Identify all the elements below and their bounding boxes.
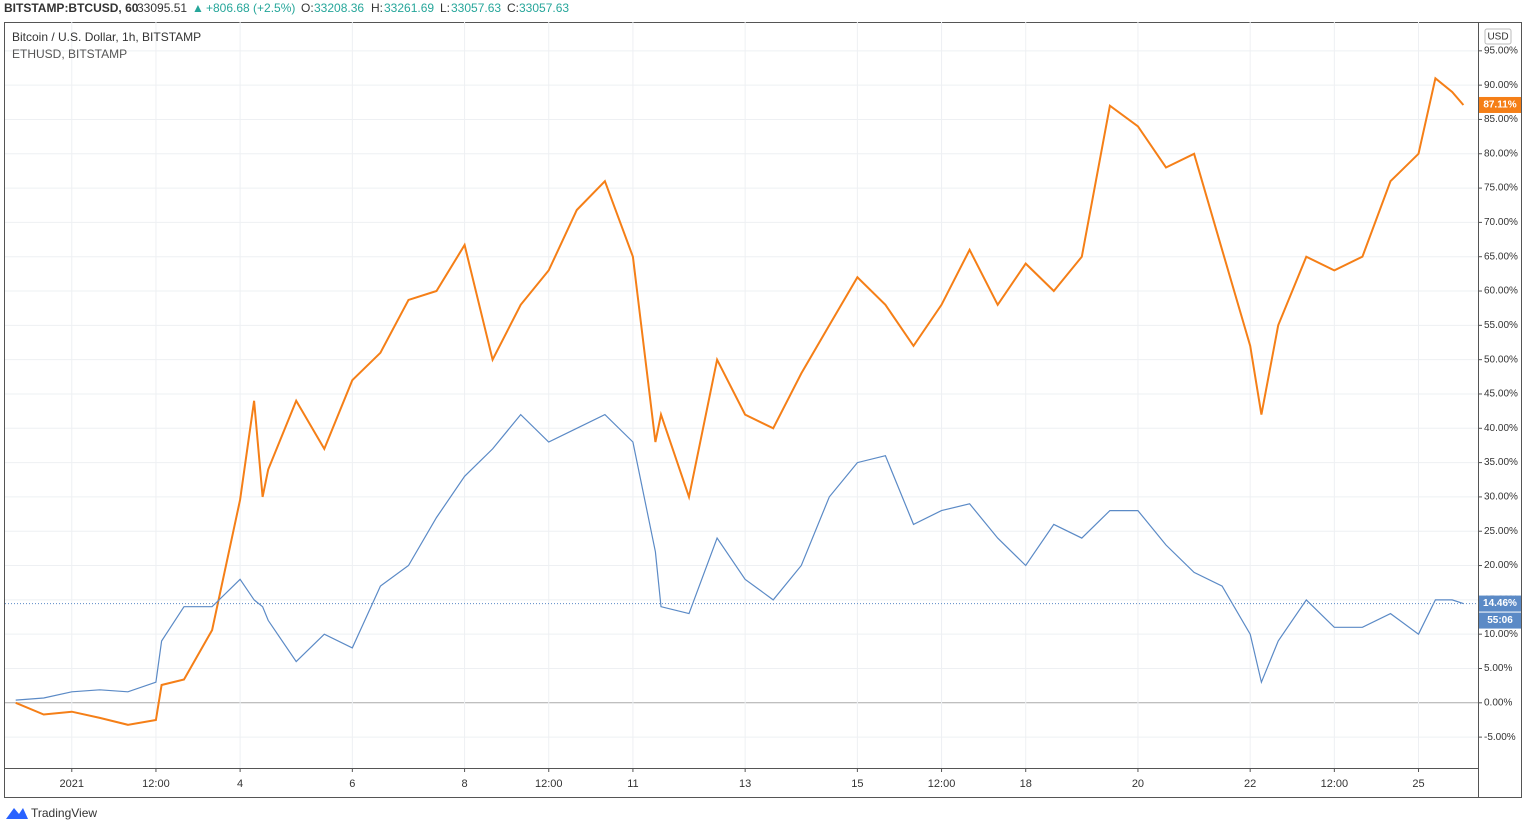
series-line bbox=[15, 413, 1464, 701]
y-tick-label: 75.00% bbox=[1484, 183, 1518, 194]
legend-entry: ETHUSD, BITSTAMP bbox=[12, 47, 127, 61]
currency: USD bbox=[1487, 32, 1508, 43]
last-value-tag bbox=[1479, 595, 1521, 612]
y-tick-label: 70.00% bbox=[1484, 217, 1518, 228]
y-tick-label: 35.00% bbox=[1484, 457, 1518, 468]
symbol: BITSTAMP:BTCUSD, 60 bbox=[4, 1, 139, 15]
logo-icon bbox=[6, 808, 28, 819]
open: 33208.36 bbox=[314, 1, 364, 15]
y-tick-label: 60.00% bbox=[1484, 286, 1518, 297]
legend-entry: Bitcoin / U.S. Dollar, 1h, BITSTAMP bbox=[12, 30, 201, 44]
y-tick-label: 80.00% bbox=[1484, 148, 1518, 159]
x-tick-label: 20 bbox=[1132, 778, 1144, 790]
close: 33057.63 bbox=[519, 1, 569, 15]
logo: TradingView bbox=[6, 806, 97, 820]
x-tick-label: 12:00 bbox=[535, 778, 563, 790]
x-tick-label: 18 bbox=[1020, 778, 1032, 790]
y-tick-label: 25.00% bbox=[1484, 526, 1518, 537]
countdown-tag bbox=[1479, 612, 1521, 629]
last-value-label: 87.11% bbox=[1483, 100, 1516, 111]
high: 33261.69 bbox=[384, 1, 434, 15]
x-tick-label: 2021 bbox=[60, 778, 84, 790]
frame bbox=[4, 22, 1522, 798]
grid bbox=[5, 22, 1478, 768]
countdown: 55:06 bbox=[1487, 615, 1513, 626]
change: +806.68 (+2.5%) bbox=[206, 1, 295, 15]
y-tick-label: 0.00% bbox=[1484, 697, 1512, 708]
x-tick-label: 12:00 bbox=[928, 778, 956, 790]
low: 33057.63 bbox=[451, 1, 501, 15]
arrow: ▲ bbox=[192, 1, 204, 15]
plot bbox=[5, 76, 1478, 726]
y-tick-label: 95.00% bbox=[1484, 45, 1518, 56]
price: 33095.51 bbox=[137, 1, 187, 15]
y-tick-label: 30.00% bbox=[1484, 492, 1518, 503]
l-label: L: bbox=[440, 1, 450, 15]
c-label: C: bbox=[507, 1, 519, 15]
y-tick-label: 40.00% bbox=[1484, 423, 1518, 434]
currency-box bbox=[1484, 28, 1512, 45]
y-tick-label: 65.00% bbox=[1484, 251, 1518, 262]
brand: TradingView bbox=[31, 806, 97, 820]
x-tick-label: 12:00 bbox=[1321, 778, 1349, 790]
y-tick-label: 20.00% bbox=[1484, 560, 1518, 571]
y-tick-label: 10.00% bbox=[1484, 629, 1518, 640]
y-tick-label: 85.00% bbox=[1484, 114, 1518, 125]
last-value-label: 14.46% bbox=[1483, 598, 1517, 609]
x-tick-label: 22 bbox=[1244, 778, 1256, 790]
x-tick-label: 13 bbox=[739, 778, 751, 790]
x-tick-label: 15 bbox=[851, 778, 863, 790]
x-tick-label: 25 bbox=[1412, 778, 1424, 790]
last-value-tag bbox=[1479, 96, 1521, 113]
x-tick-label: 4 bbox=[237, 778, 243, 790]
y-tick-label: 5.00% bbox=[1484, 663, 1512, 674]
y-tick-label: 45.00% bbox=[1484, 389, 1518, 400]
header: BITSTAMP:BTCUSD, 60 33095.51 ▲ +806.68 (… bbox=[4, 1, 569, 15]
h-label: H: bbox=[371, 1, 383, 15]
x-tick-label: 12:00 bbox=[142, 778, 170, 790]
y-tick-label: 55.00% bbox=[1484, 320, 1518, 331]
y-tick-label: 90.00% bbox=[1484, 80, 1518, 91]
x-tick-label: 8 bbox=[462, 778, 468, 790]
x-tick-label: 6 bbox=[349, 778, 355, 790]
x-tick-label: 11 bbox=[627, 778, 638, 790]
y-tick-label: -5.00% bbox=[1484, 732, 1516, 743]
o-label: O: bbox=[301, 1, 314, 15]
series-line bbox=[15, 76, 1465, 726]
y-tick-label: 50.00% bbox=[1484, 354, 1518, 365]
